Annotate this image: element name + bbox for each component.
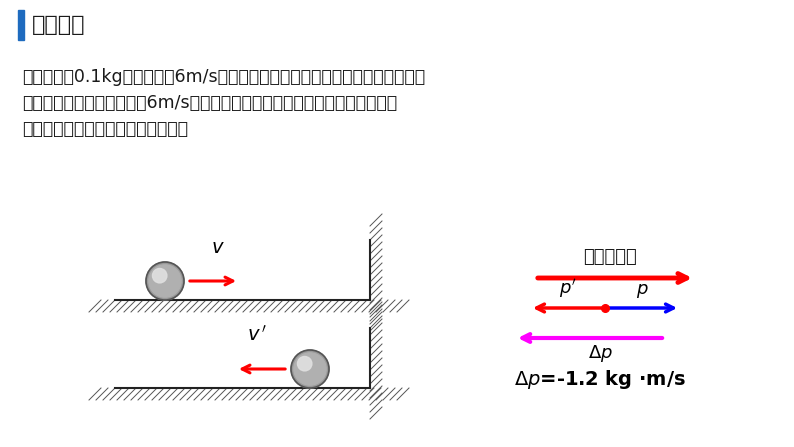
Text: $v$: $v$ bbox=[211, 238, 225, 257]
Text: 典型例题: 典型例题 bbox=[32, 15, 86, 35]
Text: $\Delta p$=-1.2 kg ·m/s: $\Delta p$=-1.2 kg ·m/s bbox=[514, 368, 686, 391]
Circle shape bbox=[148, 265, 181, 297]
Bar bbox=[18, 10, 24, 40]
Text: $p$: $p$ bbox=[636, 282, 649, 300]
Bar bbox=[115, 300, 370, 312]
Text: 规定正方向: 规定正方向 bbox=[583, 248, 637, 266]
Circle shape bbox=[146, 262, 184, 300]
Bar bbox=[115, 388, 370, 400]
Text: 一个质量是0.1kg的钢球，以6m/s的速度水平向右运动，碰到一块坚硬的障碍物: 一个质量是0.1kg的钢球，以6m/s的速度水平向右运动，碰到一块坚硬的障碍物 bbox=[22, 68, 425, 86]
Circle shape bbox=[294, 353, 326, 385]
Bar bbox=[370, 328, 382, 388]
Text: 没有变化？变化了多少？方向如何？: 没有变化？变化了多少？方向如何？ bbox=[22, 120, 188, 138]
Circle shape bbox=[152, 269, 167, 283]
Text: $\Delta p$: $\Delta p$ bbox=[588, 343, 612, 364]
Bar bbox=[370, 240, 382, 300]
Text: $p'$: $p'$ bbox=[559, 278, 576, 300]
Text: 后被弹回，沿着同一直线以6m/s的速度水平向左运动，碰撞前后钢球的动量有: 后被弹回，沿着同一直线以6m/s的速度水平向左运动，碰撞前后钢球的动量有 bbox=[22, 94, 397, 112]
Circle shape bbox=[298, 356, 312, 371]
Text: $v\,'$: $v\,'$ bbox=[247, 325, 268, 345]
Circle shape bbox=[291, 350, 329, 388]
